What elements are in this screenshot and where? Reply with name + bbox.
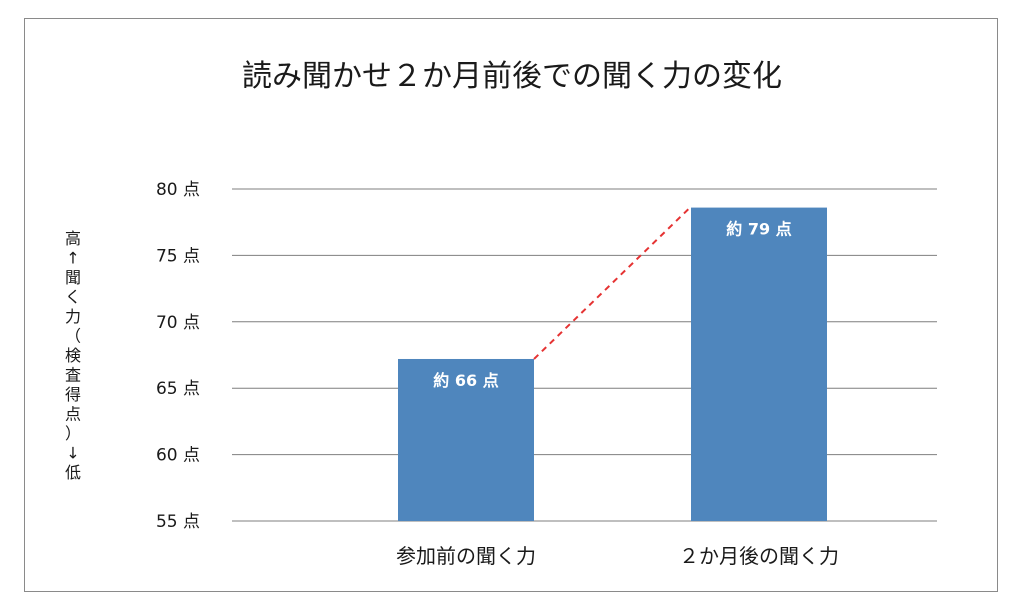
y-axis-ticks: 55 点 60 点 65 点 70 点 75 点 80 点 xyxy=(156,180,200,532)
y-tick-label: 60 点 xyxy=(156,446,200,466)
y-axis-label-char: 得 xyxy=(65,385,81,404)
change-connector-line xyxy=(533,205,692,360)
y-tick-label: 65 点 xyxy=(156,379,200,399)
bar xyxy=(398,358,534,521)
y-axis-label-char: 点 xyxy=(65,405,81,424)
bars xyxy=(398,207,827,522)
y-tick-label: 70 点 xyxy=(156,313,200,333)
connector xyxy=(533,205,692,360)
bar-data-label: 約 79 点 xyxy=(726,220,791,239)
y-axis-label-char: 聞 xyxy=(65,268,81,287)
y-tick-label: 80 点 xyxy=(156,180,200,200)
x-category-label: ２か月後の聞く力 xyxy=(679,544,839,568)
bar-data-label: 約 66 点 xyxy=(433,371,498,390)
y-axis-label-char: く xyxy=(65,288,81,307)
x-axis-categories: 参加前の聞く力 ２か月後の聞く力 xyxy=(396,544,839,568)
y-axis-label-char: ） xyxy=(65,424,81,443)
bar xyxy=(691,207,827,522)
gridlines xyxy=(232,188,937,522)
y-tick-label: 55 点 xyxy=(156,512,200,532)
y-axis-label-char: ↓ xyxy=(66,444,79,463)
x-category-label: 参加前の聞く力 xyxy=(396,544,536,568)
y-axis-label-char: （ xyxy=(65,327,81,346)
y-axis-label-char: 低 xyxy=(65,463,81,482)
y-axis-label-char: 力 xyxy=(65,307,81,326)
y-axis-label-char: 査 xyxy=(65,366,81,385)
data-labels: 約 66 点 約 79 点 xyxy=(433,220,791,390)
y-tick-label: 75 点 xyxy=(156,246,200,266)
chart-title: 読み聞かせ２か月前後での聞く力の変化 xyxy=(242,59,782,94)
y-axis-label-char: 高 xyxy=(65,229,81,248)
y-axis-label-char: ↑ xyxy=(66,249,79,268)
y-axis-label-char: 検 xyxy=(65,346,81,365)
